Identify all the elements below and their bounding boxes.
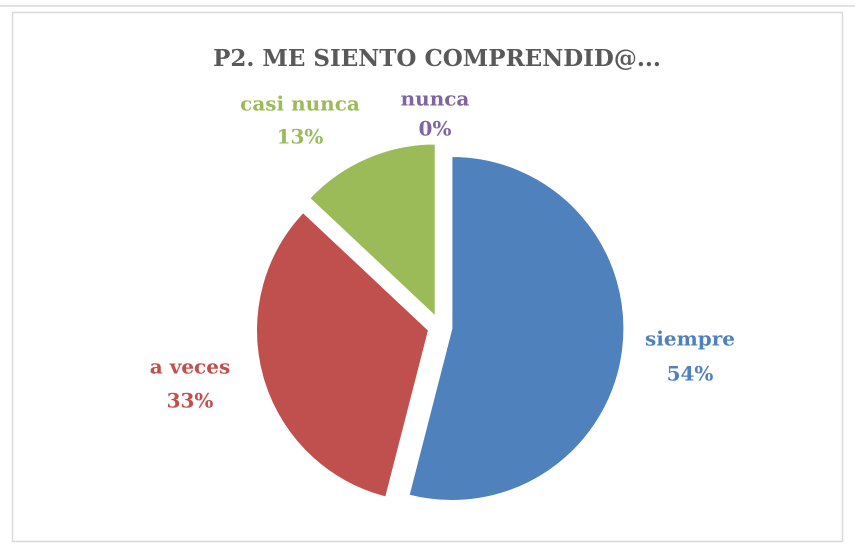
slice-category-label: a veces bbox=[150, 355, 230, 379]
slice-category-label: casi nunca bbox=[240, 92, 360, 116]
slice-value-label: 33% bbox=[167, 389, 214, 413]
slice-value-label: 0% bbox=[419, 117, 452, 141]
pie-slice bbox=[408, 156, 625, 502]
pie-slice bbox=[309, 143, 436, 318]
slice-value-label: 54% bbox=[667, 362, 714, 386]
chart-title: P2. ME SIENTO COMPRENDID@... bbox=[213, 45, 661, 72]
slice-value-label: 13% bbox=[277, 125, 324, 149]
slice-category-label: nunca bbox=[401, 87, 470, 111]
slice-category-label: siempre bbox=[645, 327, 735, 351]
pie-slice bbox=[255, 211, 430, 498]
